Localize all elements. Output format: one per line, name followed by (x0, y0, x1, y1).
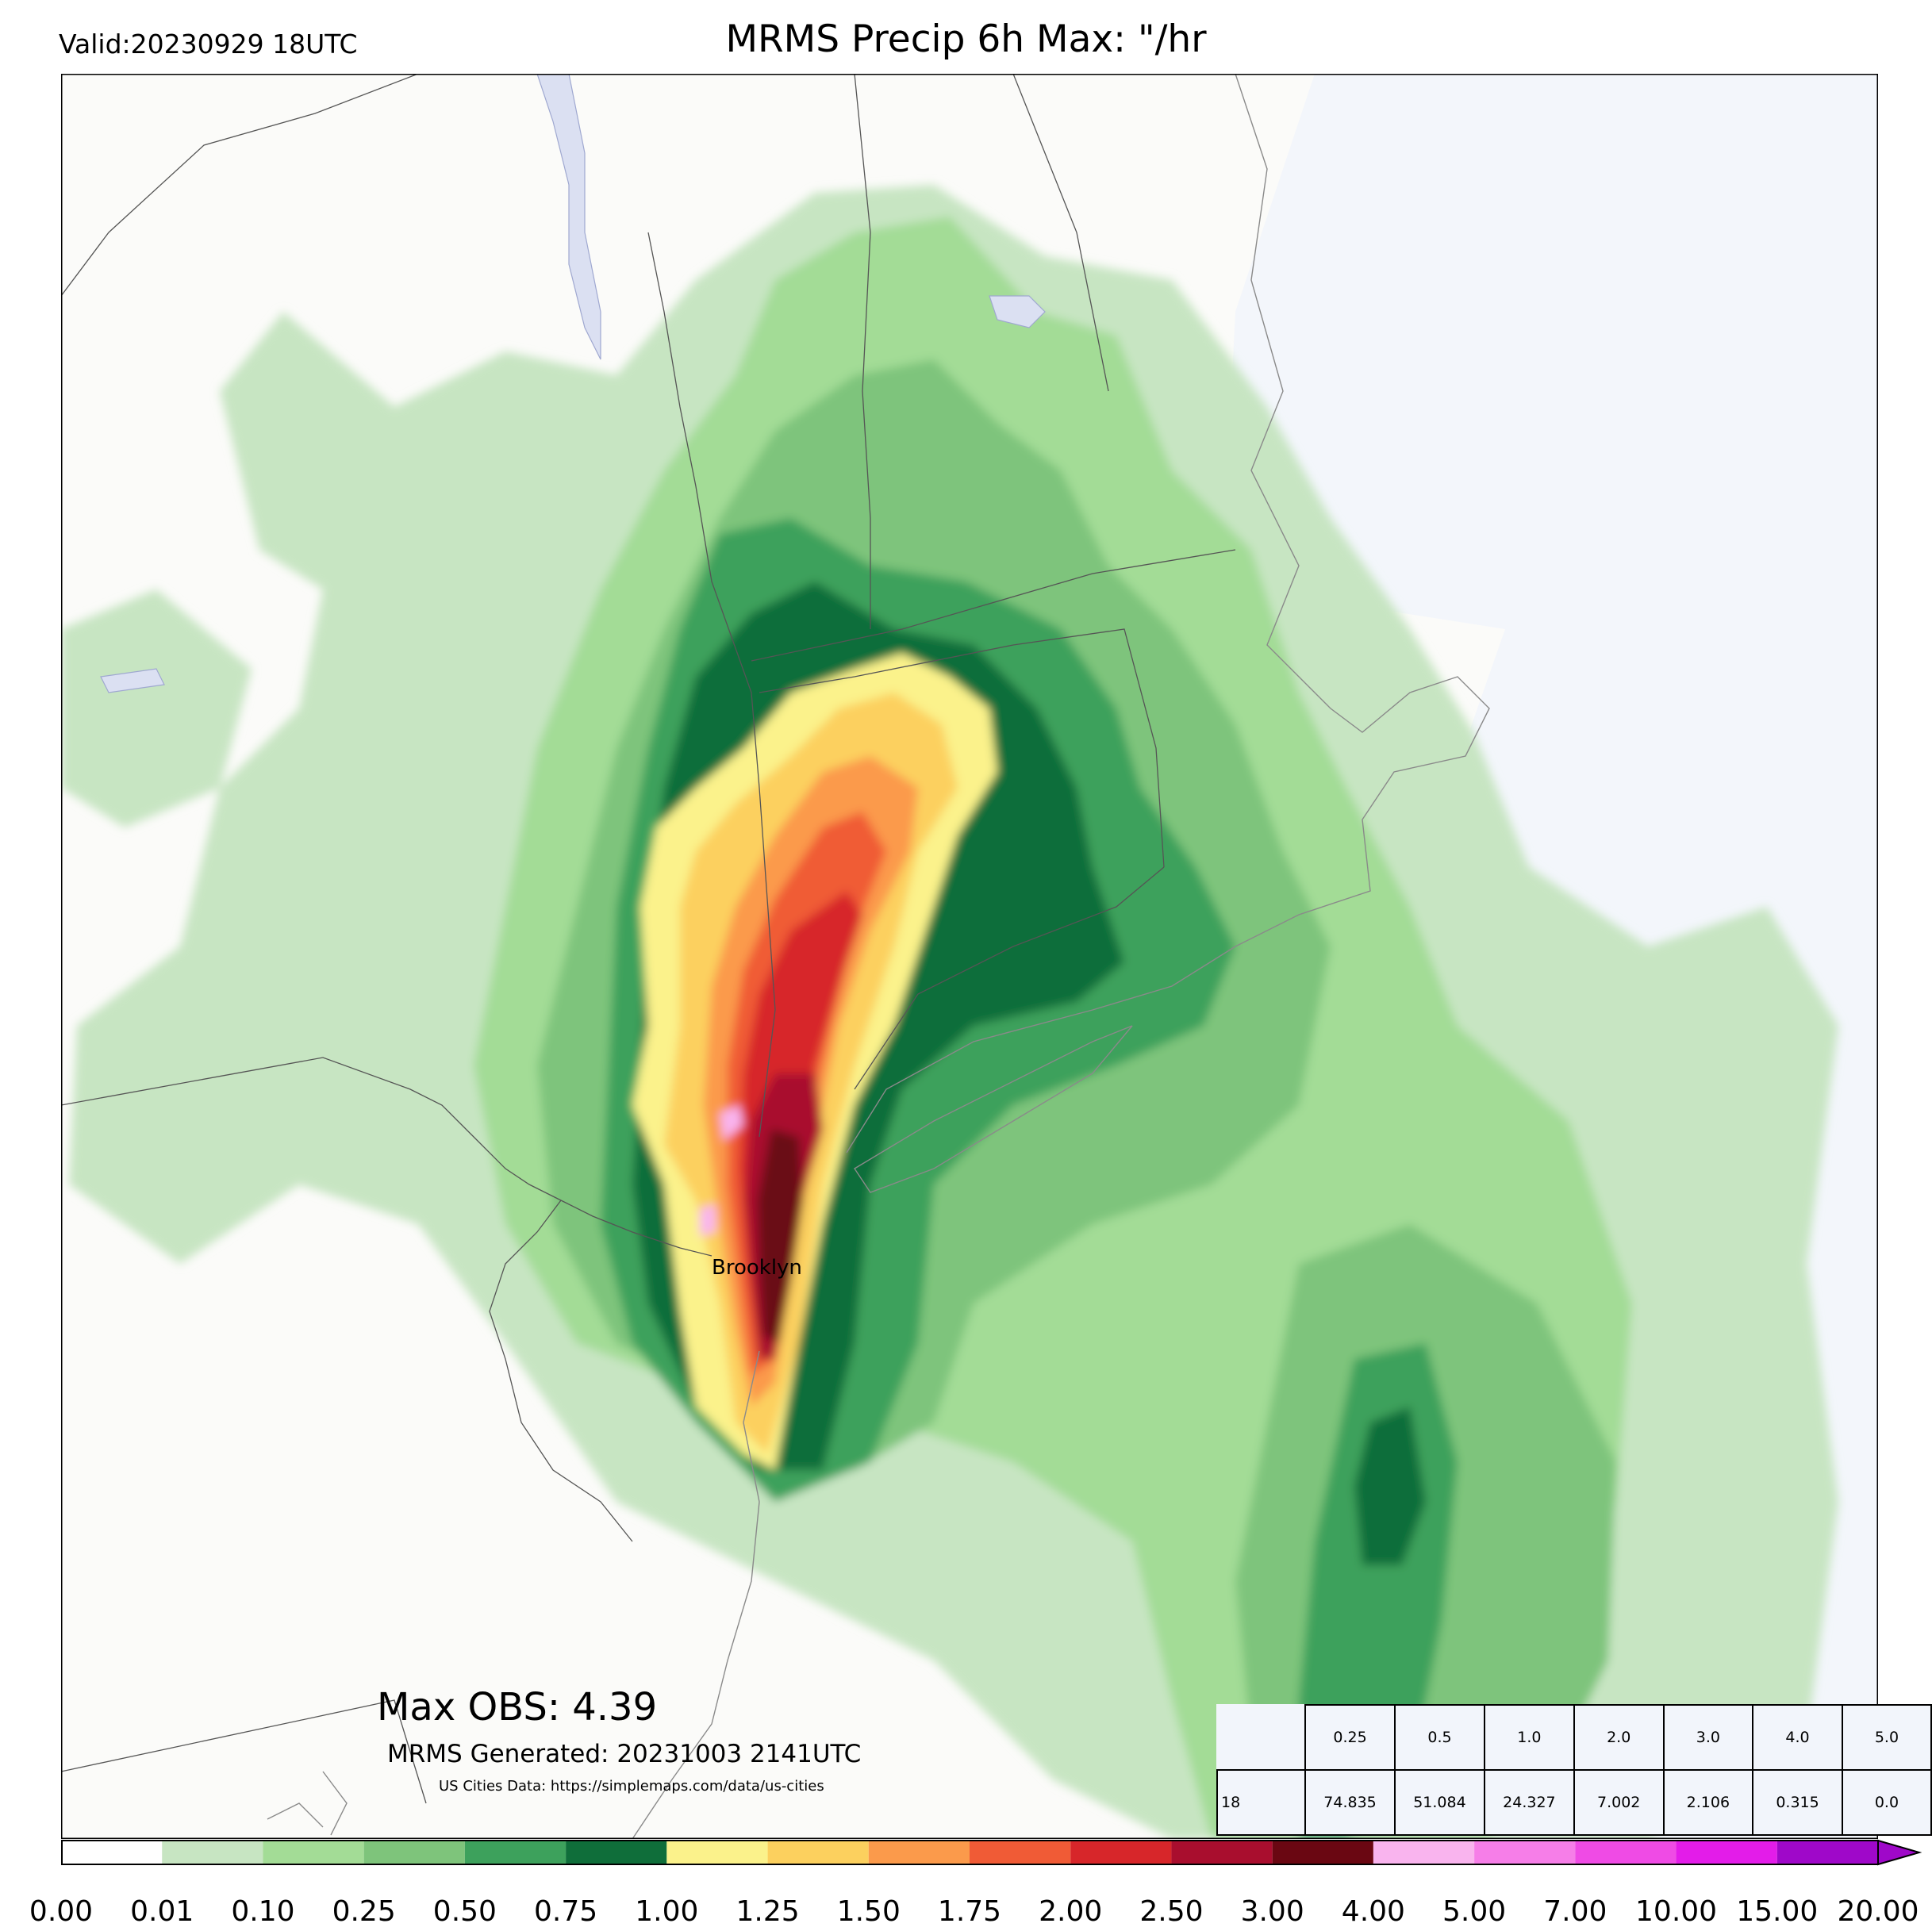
colorbar-tick-label: 0.00 (29, 1895, 94, 1928)
colorbar-swatch (464, 1841, 567, 1864)
colorbar-swatch (1575, 1841, 1677, 1864)
city-data-credit: US Cities Data: https://simplemaps.com/d… (439, 1778, 824, 1795)
colorbar-swatch (1070, 1841, 1172, 1864)
colorbar-tick-label: 0.25 (332, 1895, 396, 1928)
value-cell: 7.002 (1573, 1769, 1665, 1836)
colorbar-swatch (363, 1841, 465, 1864)
max-obs-label: Max OBS: 4.39 (377, 1685, 658, 1729)
colorbar-tick-label: 2.50 (1139, 1895, 1204, 1928)
generated-label: MRMS Generated: 20231003 2141UTC (387, 1740, 862, 1768)
colorbar-tick-label: 20.00 (1837, 1895, 1919, 1928)
colorbar-swatch (970, 1841, 1071, 1864)
colorbar-frame (61, 1840, 1879, 1865)
state-borders (61, 74, 1236, 1804)
colorbar-tick-label: 0.01 (130, 1895, 194, 1928)
value-cell: 0.315 (1752, 1769, 1843, 1836)
precip-field (61, 185, 1838, 1839)
value-cell: 51.084 (1394, 1769, 1485, 1836)
colorbar-tick-label: 4.00 (1341, 1895, 1405, 1928)
colorbar-ticks: 0.00 0.01 0.10 0.25 0.50 0.75 1.00 1.25 1.50 1.75… (0, 1852, 1932, 1928)
table-row: 0.25 0.5 1.0 2.0 3.0 4.0 5.0 (1217, 1704, 1932, 1771)
colorbar-swatch (1676, 1841, 1777, 1864)
colorbar-tick-label: 1.75 (937, 1895, 1002, 1928)
value-cell: 0.0 (1841, 1769, 1932, 1836)
colorbar-swatch (162, 1841, 263, 1864)
colorbar-swatch (263, 1841, 364, 1864)
precip-level-001b (61, 589, 252, 827)
city-label-brooklyn: Brooklyn (712, 1256, 802, 1280)
colorbar-tick-label: 5.00 (1442, 1895, 1507, 1928)
colorbar-swatch (868, 1841, 970, 1864)
colorbar-tick-label: 1.25 (736, 1895, 800, 1928)
colorbar-tick-label: 0.75 (534, 1895, 598, 1928)
table-row: 18 74.835 51.084 24.327 7.002 2.106 0.31… (1216, 1769, 1932, 1836)
value-cell: 2.106 (1662, 1769, 1754, 1836)
colorbar-tick-label: 1.00 (635, 1895, 699, 1928)
value-cell: 74.835 (1304, 1769, 1396, 1836)
precip-level-075b (1354, 1407, 1426, 1565)
value-cell: 24.327 (1483, 1769, 1575, 1836)
colorbar-swatch (666, 1841, 768, 1864)
colorbar-tick-label: 1.50 (836, 1895, 901, 1928)
threshold-cell: 1.0 (1483, 1704, 1575, 1771)
colorbar-swatch (61, 1841, 163, 1864)
colorbar-swatch (767, 1841, 869, 1864)
colorbar-swatch (1776, 1841, 1878, 1864)
threshold-cell: 2.0 (1573, 1704, 1665, 1771)
precip-level-400a (720, 1105, 743, 1141)
colorbar-tick-label: 7.00 (1543, 1895, 1607, 1928)
colorbar-tick-label: 2.00 (1039, 1895, 1103, 1928)
colorbar-swatch (1474, 1841, 1576, 1864)
precip-map: Brooklyn (61, 74, 1878, 1839)
colorbar-tick-label: 10.00 (1635, 1895, 1718, 1928)
threshold-cell: 3.0 (1662, 1704, 1754, 1771)
colorbar-swatch (566, 1841, 667, 1864)
colorbar-swatch (1373, 1841, 1475, 1864)
coastlines (267, 74, 1490, 1839)
precip-level-400b (700, 1204, 716, 1236)
threshold-cell: 0.5 (1394, 1704, 1485, 1771)
threshold-stats-table: 0.25 0.5 1.0 2.0 3.0 4.0 5.0 18 74.835 5… (1216, 1704, 1932, 1836)
precip-level-300 (758, 1129, 803, 1343)
colorbar-tick-label: 3.00 (1240, 1895, 1304, 1928)
colorbar-tick-label: 0.50 (432, 1895, 497, 1928)
colorbar (61, 1839, 1922, 1866)
threshold-cell: 4.0 (1752, 1704, 1843, 1771)
row-label-cell: 18 (1216, 1769, 1307, 1836)
colorbar-swatch (1171, 1841, 1273, 1864)
colorbar-tick-label: 15.00 (1736, 1895, 1819, 1928)
colorbar-swatch (1272, 1841, 1373, 1864)
threshold-cell: 5.0 (1841, 1704, 1932, 1771)
valid-time-label: Valid:20230929 18UTC (59, 29, 358, 60)
table-corner (1217, 1705, 1305, 1770)
page-title: MRMS Precip 6h Max: "/hr (725, 17, 1207, 61)
colorbar-tick-label: 0.10 (231, 1895, 295, 1928)
threshold-cell: 0.25 (1304, 1704, 1396, 1771)
lakes (100, 74, 1046, 693)
